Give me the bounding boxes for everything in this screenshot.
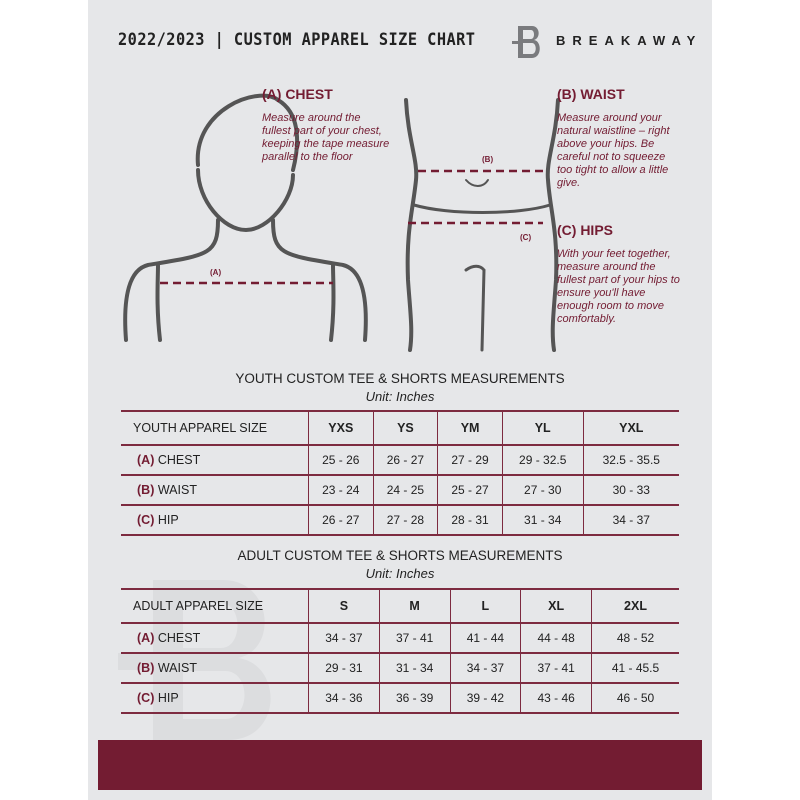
youth-size-table: YOUTH APPAREL SIZE YXS YS YM YL YXL (A) … [121,410,679,536]
row-label: (A) CHEST [121,444,309,476]
row-label: (B) WAIST [121,652,309,684]
cell: 34 - 37 [582,504,679,536]
size-header: 2XL [591,588,679,624]
chest-heading: (A) CHEST [262,86,333,102]
waist-tag: (B) [482,155,494,164]
table-row: (C) HIP 26 - 27 27 - 28 28 - 31 31 - 34 34 - … [121,504,679,536]
row-name: HIP [157,691,179,705]
row-label: (C) HIP [121,682,309,714]
cell: 44 - 48 [520,622,592,654]
cell: 37 - 41 [378,622,450,654]
cell: 30 - 33 [582,474,679,506]
size-header: S [308,588,380,624]
cell: 46 - 50 [591,682,679,714]
table-header-row: ADULT APPAREL SIZE S M L XL 2XL [121,588,679,624]
header-label: YOUTH APPAREL SIZE [121,410,309,446]
cell: 29 - 32.5 [501,444,584,476]
size-chart-page: 2022/2023 | CUSTOM APPAREL SIZE CHART BR… [88,0,712,800]
cell: 27 - 30 [501,474,584,506]
cell: 25 - 26 [308,444,374,476]
size-header: L [449,588,521,624]
row-name: CHEST [157,453,201,467]
cell: 32.5 - 35.5 [582,444,679,476]
row-letter: (C) [137,513,155,527]
size-header: YXL [582,410,679,446]
hips-heading: (C) HIPS [557,222,613,238]
cell: 23 - 24 [308,474,374,506]
table-row: (A) CHEST 34 - 37 37 - 41 41 - 44 44 - 48 48 … [121,622,679,654]
cell: 24 - 25 [372,474,438,506]
row-letter: (A) [137,453,155,467]
cell: 34 - 37 [308,622,380,654]
row-label: (C) HIP [121,504,309,536]
row-letter: (B) [137,483,155,497]
header-label: ADULT APPAREL SIZE [121,588,309,624]
cell: 41 - 45.5 [591,652,679,684]
adult-table-title: ADULT CUSTOM TEE & SHORTS MEASUREMENTS [237,548,563,563]
hips-description: With your feet together, measure around … [557,248,680,325]
chest-tag: (A) [210,268,222,277]
adult-unit: Unit: Inches [365,566,435,581]
row-name: CHEST [157,631,201,645]
body-diagrams [123,93,560,352]
cell: 27 - 28 [372,504,438,536]
cell: 37 - 41 [520,652,592,684]
table-row: (B) WAIST 29 - 31 31 - 34 34 - 37 37 - 41 41 … [121,652,679,684]
youth-table-title: YOUTH CUSTOM TEE & SHORTS MEASUREMENTS [235,371,565,386]
waist-heading: (B) WAIST [557,86,625,102]
cell: 25 - 27 [437,474,503,506]
cell: 31 - 34 [378,652,450,684]
size-header: YXS [308,410,374,446]
chest-description: Measure around the fullest part of your … [262,112,390,163]
row-letter: (C) [137,691,155,705]
row-label: (A) CHEST [121,622,309,654]
size-header: XL [520,588,592,624]
size-header: YS [372,410,438,446]
adult-size-table: ADULT APPAREL SIZE S M L XL 2XL (A) CHES… [121,588,679,714]
cell: 34 - 36 [308,682,380,714]
breakaway-logo-icon [512,26,540,58]
cell: 26 - 27 [308,504,374,536]
hips-tag: (C) [520,233,532,242]
table-header-row: YOUTH APPAREL SIZE YXS YS YM YL YXL [121,410,679,446]
page-title: 2022/2023 | CUSTOM APPAREL SIZE CHART [118,30,476,50]
cell: 26 - 27 [372,444,438,476]
cell: 34 - 37 [449,652,521,684]
cell: 36 - 39 [378,682,450,714]
row-name: HIP [157,513,179,527]
cell: 27 - 29 [437,444,503,476]
torso-outline [404,98,419,352]
youth-unit: Unit: Inches [365,389,435,404]
waist-description: Measure around your natural waistline – … [557,112,670,189]
table-row: (C) HIP 34 - 36 36 - 39 39 - 42 43 - 46 46 - … [121,682,679,714]
cell: 28 - 31 [437,504,503,536]
row-letter: (B) [137,661,155,675]
row-name: WAIST [157,483,197,497]
footer-band [98,740,702,790]
cell: 43 - 46 [520,682,592,714]
brand-name: BREAKAWAY [556,33,703,48]
size-header: YL [501,410,584,446]
cell: 39 - 42 [449,682,521,714]
head-outline [195,93,300,172]
size-header: M [378,588,450,624]
cell: 29 - 31 [308,652,380,684]
row-letter: (A) [137,631,155,645]
row-label: (B) WAIST [121,474,309,506]
cell: 48 - 52 [591,622,679,654]
cell: 41 - 44 [449,622,521,654]
size-header: YM [437,410,503,446]
row-name: WAIST [157,661,197,675]
table-row: (A) CHEST 25 - 26 26 - 27 27 - 29 29 - 32.5 3… [121,444,679,476]
cell: 31 - 34 [501,504,584,536]
table-row: (B) WAIST 23 - 24 24 - 25 25 - 27 27 - 30 30 … [121,474,679,506]
